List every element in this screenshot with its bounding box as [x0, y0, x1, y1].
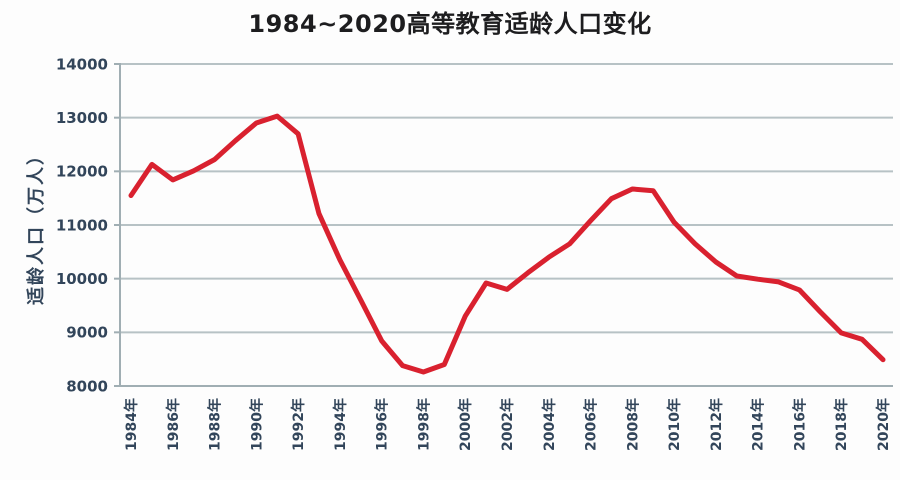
x-tick-label: 2020年: [875, 398, 892, 451]
x-tick-label: 2014年: [750, 398, 767, 451]
population-line: [128, 113, 886, 375]
x-tick-label: 1986年: [165, 398, 182, 451]
y-axis-labels: 8000 9000 10000 11000 12000 13000 14000: [56, 55, 108, 395]
x-tick-label: 1998年: [415, 398, 432, 451]
x-tick-label: 1990年: [248, 398, 265, 451]
x-tick-label: 2002年: [499, 398, 516, 451]
x-tick-label: 1988年: [207, 398, 224, 451]
y-axis-title: 适龄人口（万人）: [25, 145, 47, 305]
x-tick-label: 1994年: [332, 398, 349, 451]
chart-title: 1984~2020高等教育适龄人口变化: [248, 10, 652, 38]
y-tick-label: 10000: [56, 270, 108, 288]
x-tick-label: 2004年: [541, 398, 558, 451]
axes: [114, 63, 121, 387]
y-tick-label: 11000: [56, 216, 108, 234]
x-tick-label: 2012年: [708, 398, 725, 451]
y-tick-label: 12000: [56, 163, 108, 181]
x-tick-label: 2018年: [833, 398, 850, 451]
y-tick-label: 9000: [66, 324, 108, 342]
x-tick-label: 2008年: [624, 398, 641, 451]
x-axis-labels: 1984年 1986年 1988年 1990年 1992年 1994年 1996年 1998年…: [123, 398, 892, 451]
y-tick-label: 8000: [66, 377, 108, 395]
x-tick-label: 2016年: [791, 398, 808, 451]
x-tick-label: 2000年: [457, 398, 474, 451]
x-tick-label: 2006年: [583, 398, 600, 451]
gridlines: [120, 63, 893, 387]
x-tick-label: 1996年: [374, 398, 391, 451]
x-tick-label: 1992年: [290, 398, 307, 451]
y-tick-label: 14000: [56, 55, 108, 73]
y-tick-label: 13000: [56, 109, 108, 127]
x-tick-label: 1984年: [123, 398, 140, 451]
x-tick-label: 2010年: [666, 398, 683, 451]
